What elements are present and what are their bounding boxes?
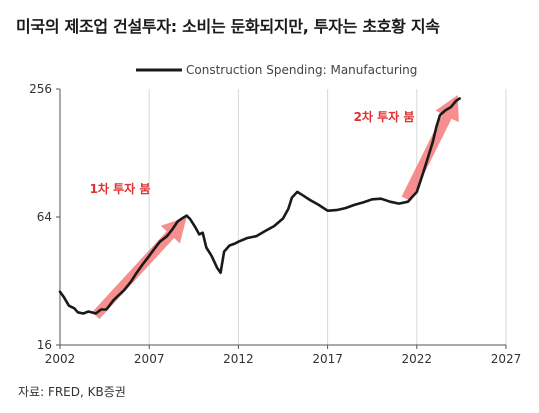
series-lines [58,97,461,315]
y-axis-ticks: 16 64 256 [29,82,60,352]
source-note: 자료: FRED, KB증권 [18,385,126,399]
x-tick-label-2022: 2022 [402,352,433,366]
x-tick-label-2012: 2012 [223,352,254,366]
x-tick-label-2017: 2017 [312,352,343,366]
legend: Construction Spending: Manufacturing [136,63,417,77]
annotation-label-1: 1차 투자 붐 [90,181,151,196]
annotation-labels: 1차 투자 붐 2차 투자 붐 [90,109,415,196]
annotation-label-2: 2차 투자 붐 [354,109,415,124]
x-tick-label-2002: 2002 [45,352,76,366]
x-axis-ticks: 2002 2007 2012 2017 2022 2027 [45,345,522,366]
y-tick-label-256: 256 [29,82,52,96]
y-tick-label-16: 16 [37,338,52,352]
x-tick-label-2007: 2007 [134,352,165,366]
annotation-arrows [92,95,459,319]
chart-title: 미국의 제조업 건설투자: 소비는 둔화되지만, 투자는 초호황 지속 [16,17,440,36]
x-tick-label-2027: 2027 [491,352,522,366]
y-tick-label-64: 64 [37,210,52,224]
legend-label: Construction Spending: Manufacturing [186,63,417,77]
series-line-1 [58,97,461,315]
grid-lines [59,89,507,345]
